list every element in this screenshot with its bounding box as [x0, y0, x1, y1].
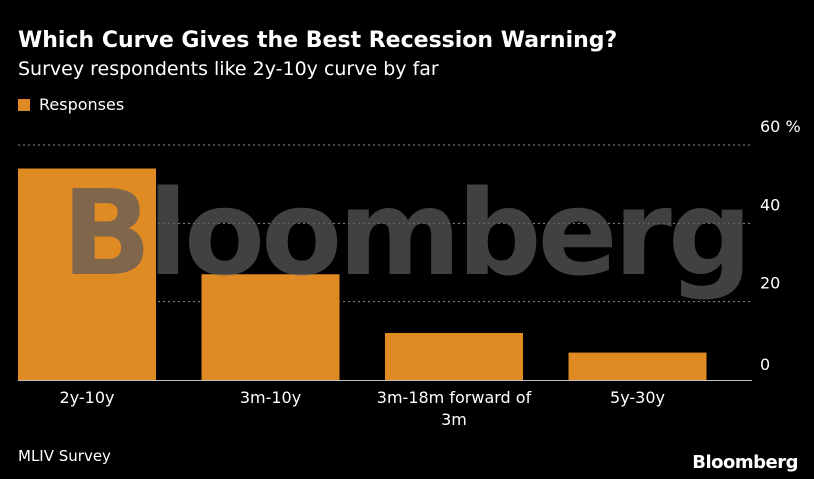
- watermark: Bloomberg: [62, 164, 749, 302]
- x-tick-label: 3m: [441, 410, 467, 429]
- bar-3m-18m-forward-of-3m: [385, 333, 523, 380]
- y-tick-label: 60 %: [760, 117, 801, 136]
- bar-2y-10y: [18, 168, 156, 380]
- bar-3m-10y: [201, 274, 340, 380]
- y-tick-label: 40: [760, 195, 780, 214]
- bar-5y-30y: [568, 352, 707, 380]
- x-tick-label: 5y-30y: [610, 388, 665, 407]
- x-tick-label: 2y-10y: [60, 388, 115, 407]
- x-tick-label: 3m-18m forward of: [377, 388, 532, 407]
- source-note: MLIV Survey: [18, 447, 111, 465]
- legend-swatch: [18, 98, 30, 111]
- x-tick-label: 3m-10y: [240, 388, 301, 407]
- chart-title: Which Curve Gives the Best Recession War…: [18, 28, 618, 53]
- bloomberg-logo: Bloomberg: [692, 452, 798, 473]
- y-tick-label: 20: [760, 274, 780, 293]
- legend-label: Responses: [39, 95, 125, 114]
- legend: Responses: [18, 95, 124, 114]
- chart-subtitle: Survey respondents like 2y-10y curve by …: [18, 58, 439, 80]
- y-tick-label: 0: [760, 355, 770, 374]
